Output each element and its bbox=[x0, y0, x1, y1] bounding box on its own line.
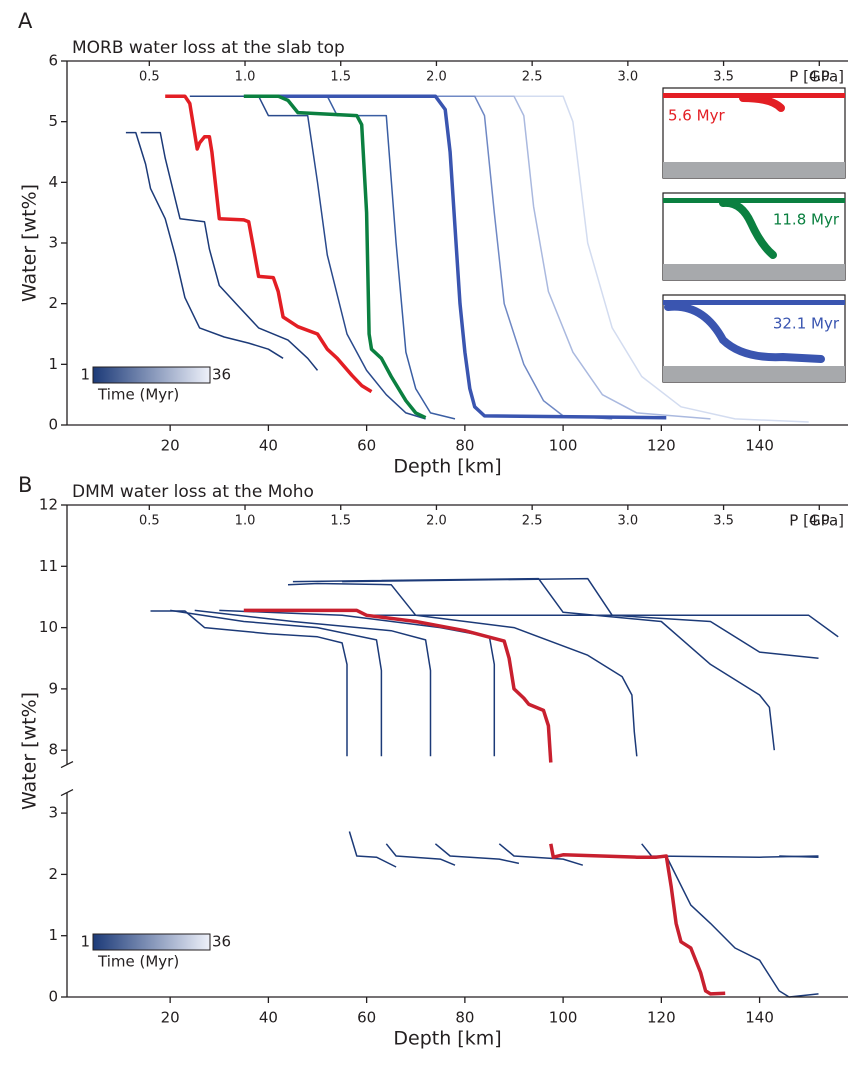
data-line bbox=[194, 609, 520, 865]
y-tick-label: 3 bbox=[48, 804, 58, 822]
inset-slab bbox=[664, 302, 825, 363]
colorbar bbox=[92, 366, 211, 384]
colorbar-max: 36 bbox=[212, 366, 231, 384]
x2-tick-label: 2.5 bbox=[522, 70, 543, 85]
x-tick-label: 40 bbox=[259, 437, 278, 455]
x-tick-label: 100 bbox=[549, 437, 578, 455]
panel-title: DMM water loss at the Moho bbox=[72, 482, 314, 502]
data-line bbox=[189, 95, 426, 420]
panel-label: B bbox=[18, 473, 32, 497]
data-line bbox=[415, 95, 809, 423]
x2-tick-label: 0.5 bbox=[139, 70, 160, 85]
data-line bbox=[243, 608, 726, 996]
x2-tick-label: 3.5 bbox=[713, 70, 734, 85]
y-axis-label: Water [wt%] bbox=[19, 184, 41, 302]
x-tick-label: 20 bbox=[161, 1009, 180, 1027]
data-line bbox=[366, 95, 711, 420]
x2-tick-label: 2.5 bbox=[522, 514, 543, 529]
inset-top bbox=[663, 300, 845, 305]
y-tick-label: 0 bbox=[48, 988, 58, 1006]
x-tick-label: 140 bbox=[745, 1009, 774, 1027]
inset-slab bbox=[719, 198, 777, 259]
y-tick-label: 12 bbox=[39, 496, 58, 514]
y-tick-label: 9 bbox=[48, 679, 58, 697]
colorbar bbox=[92, 933, 211, 951]
y-tick-label: 10 bbox=[39, 618, 58, 636]
x2-tick-label: 1.5 bbox=[330, 514, 351, 529]
colorbar-label: Time (Myr) bbox=[97, 386, 179, 404]
y-tick-label: 4 bbox=[48, 173, 58, 191]
data-line bbox=[292, 577, 819, 858]
colorbar-min: 1 bbox=[80, 366, 90, 384]
x-tick-label: 20 bbox=[161, 437, 180, 455]
x-tick-label: 40 bbox=[259, 1009, 278, 1027]
x-tick-label: 80 bbox=[455, 1009, 474, 1027]
y-tick-label: 2 bbox=[48, 865, 58, 883]
y-tick-label: 5 bbox=[48, 112, 58, 130]
y-tick-label: 11 bbox=[39, 557, 58, 575]
x-axis-label: Depth [km] bbox=[393, 1028, 501, 1050]
inset-label: 11.8 Myr bbox=[773, 211, 840, 229]
data-line bbox=[125, 131, 284, 359]
data-line bbox=[287, 582, 819, 858]
x-tick-label: 140 bbox=[745, 437, 774, 455]
x2-tick-label: 4.0 bbox=[809, 70, 830, 85]
data-line bbox=[665, 855, 819, 998]
inset-floor bbox=[663, 366, 845, 382]
x2-tick-label: 1.0 bbox=[235, 514, 256, 529]
data-line bbox=[140, 131, 319, 371]
inset-floor bbox=[663, 264, 845, 280]
y-tick-label: 1 bbox=[48, 926, 58, 944]
axis-break bbox=[60, 761, 74, 769]
x-tick-label: 100 bbox=[549, 1009, 578, 1027]
x2-tick-label: 3.0 bbox=[618, 514, 639, 529]
data-line bbox=[243, 94, 427, 420]
x-tick-label: 80 bbox=[455, 437, 474, 455]
y-tick-label: 1 bbox=[48, 355, 58, 373]
x2-tick-label: 2.0 bbox=[426, 514, 447, 529]
data-line bbox=[150, 610, 397, 868]
x2-tick-label: 1.0 bbox=[235, 70, 256, 85]
inset-label: 5.6 Myr bbox=[668, 107, 725, 125]
x2-tick-label: 3.0 bbox=[618, 70, 639, 85]
x2-axis-label: P [GPa] bbox=[789, 512, 844, 530]
x-tick-label: 60 bbox=[357, 437, 376, 455]
y-tick-label: 0 bbox=[48, 416, 58, 434]
data-line bbox=[278, 94, 667, 420]
inset-top bbox=[663, 198, 845, 203]
y-tick-label: 3 bbox=[48, 234, 58, 252]
data-line bbox=[219, 609, 584, 866]
inset-label: 32.1 Myr bbox=[773, 315, 840, 333]
data-line bbox=[317, 95, 613, 420]
x-tick-label: 120 bbox=[647, 1009, 676, 1027]
x2-tick-label: 4.0 bbox=[809, 514, 830, 529]
x2-tick-label: 3.5 bbox=[713, 514, 734, 529]
data-line bbox=[165, 94, 373, 394]
data-line bbox=[366, 614, 839, 638]
inset-slab bbox=[739, 94, 785, 112]
x-tick-label: 120 bbox=[647, 437, 676, 455]
y-tick-label: 2 bbox=[48, 294, 58, 312]
x2-tick-label: 1.5 bbox=[330, 70, 351, 85]
colorbar-label: Time (Myr) bbox=[97, 953, 179, 971]
y-tick-label: 8 bbox=[48, 741, 58, 759]
data-line bbox=[170, 609, 456, 866]
y-axis-label: Water [wt%] bbox=[19, 692, 41, 810]
inset-floor bbox=[663, 162, 845, 178]
data-line bbox=[219, 95, 456, 420]
x-axis-label: Depth [km] bbox=[393, 456, 501, 478]
panel-title: MORB water loss at the slab top bbox=[72, 38, 345, 58]
data-line bbox=[342, 577, 819, 659]
panel-label: A bbox=[18, 9, 33, 33]
x2-tick-label: 0.5 bbox=[139, 514, 160, 529]
x-tick-label: 60 bbox=[357, 1009, 376, 1027]
x2-axis-label: P [GPa] bbox=[789, 68, 844, 86]
y-tick-label: 6 bbox=[48, 52, 58, 70]
colorbar-max: 36 bbox=[212, 933, 231, 951]
axis-break bbox=[60, 789, 74, 797]
colorbar-min: 1 bbox=[80, 933, 90, 951]
x2-tick-label: 2.0 bbox=[426, 70, 447, 85]
